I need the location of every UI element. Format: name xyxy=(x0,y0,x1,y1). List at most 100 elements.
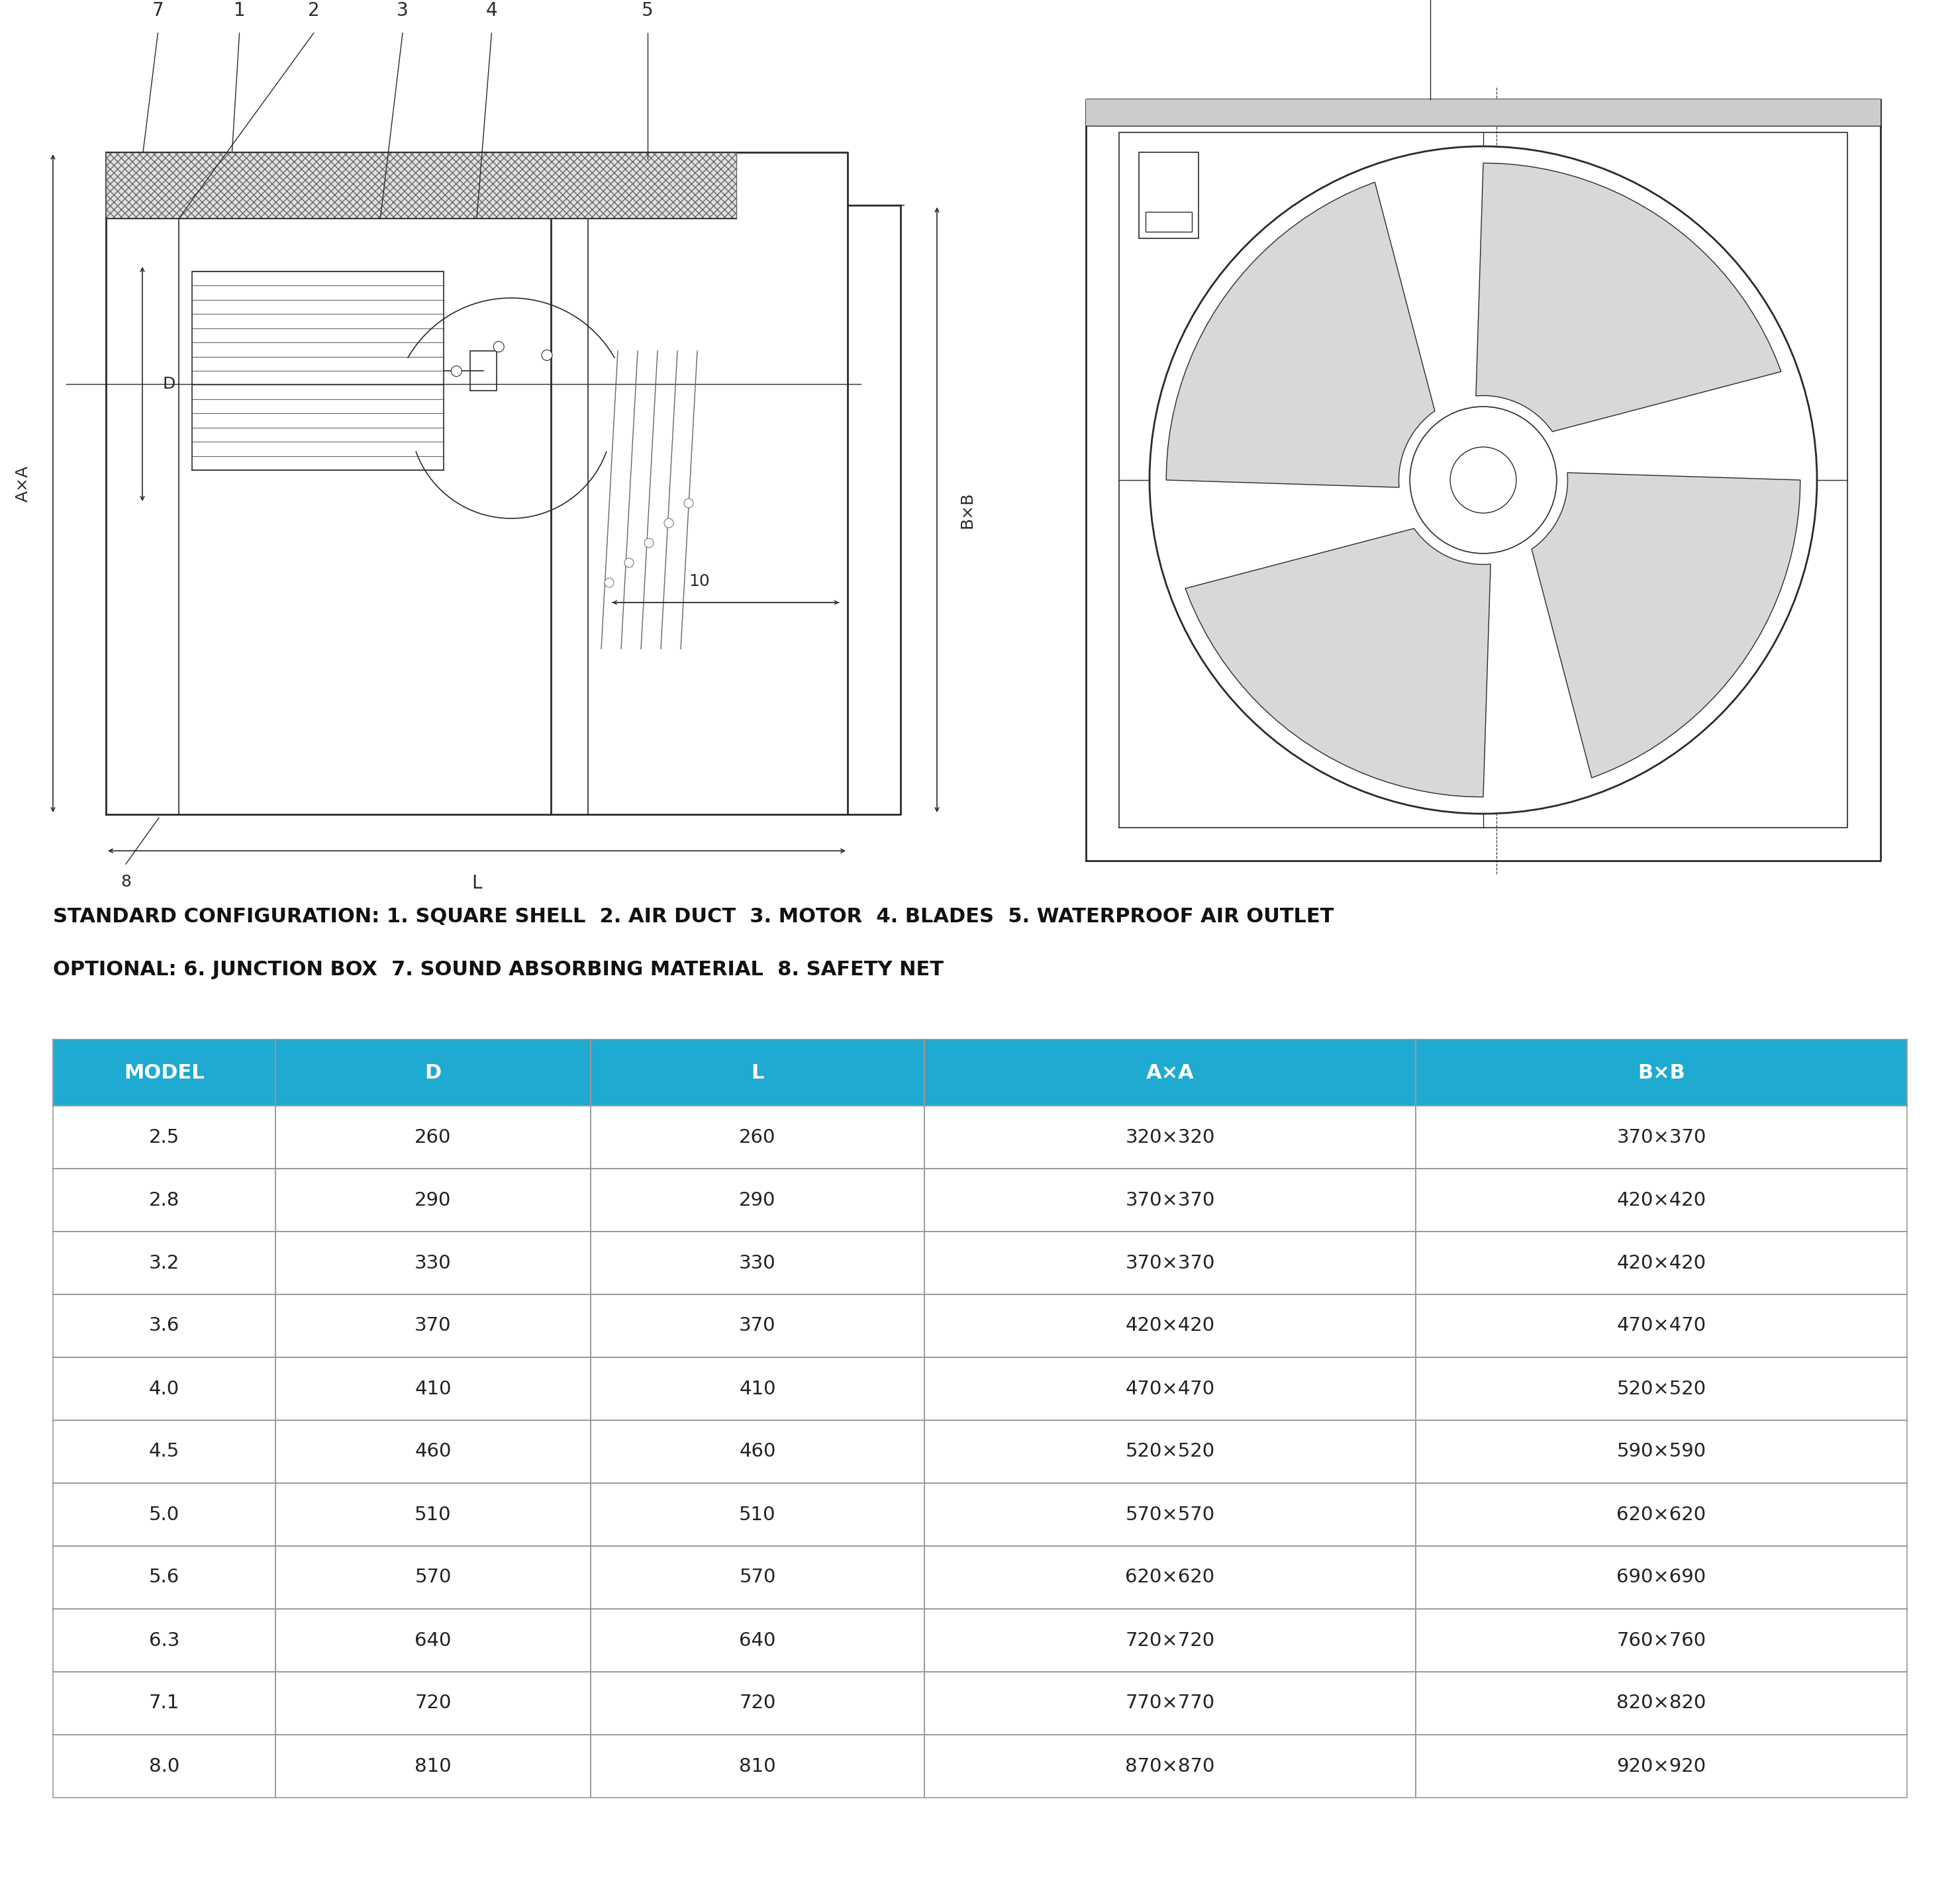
Text: 10: 10 xyxy=(688,574,710,589)
Bar xyxy=(276,1294,590,1357)
Bar xyxy=(53,1483,276,1545)
Bar xyxy=(276,1232,590,1294)
Polygon shape xyxy=(1476,162,1782,432)
Bar xyxy=(276,1610,590,1672)
Bar xyxy=(276,1421,590,1483)
Text: 720: 720 xyxy=(416,1695,451,1713)
Text: 760×760: 760×760 xyxy=(1617,1630,1705,1649)
Text: 590×590: 590×590 xyxy=(1617,1442,1705,1461)
Bar xyxy=(53,1106,276,1168)
Bar xyxy=(1415,1610,1907,1672)
Circle shape xyxy=(541,349,553,360)
Bar xyxy=(925,1294,1415,1357)
Text: L: L xyxy=(751,1062,764,1083)
Bar xyxy=(1415,1357,1907,1421)
Text: 370: 370 xyxy=(739,1317,776,1336)
Bar xyxy=(925,1106,1415,1168)
Bar xyxy=(276,1168,590,1232)
Bar xyxy=(590,1421,925,1483)
Text: 5.6: 5.6 xyxy=(149,1568,180,1587)
Text: 420×420: 420×420 xyxy=(1617,1191,1705,1210)
Text: 260: 260 xyxy=(739,1128,776,1147)
Text: 520×520: 520×520 xyxy=(1125,1442,1215,1461)
Circle shape xyxy=(1450,447,1517,513)
Text: 420×420: 420×420 xyxy=(1125,1317,1215,1336)
Text: D: D xyxy=(425,1062,441,1083)
Text: 5: 5 xyxy=(641,2,653,21)
Text: 370×370: 370×370 xyxy=(1125,1253,1215,1272)
Polygon shape xyxy=(1531,472,1801,777)
Bar xyxy=(925,1357,1415,1421)
Circle shape xyxy=(1149,147,1817,813)
Bar xyxy=(925,1168,1415,1232)
Bar xyxy=(1415,1545,1907,1610)
Text: 640: 640 xyxy=(739,1630,776,1649)
Bar xyxy=(1415,1672,1907,1734)
Text: 570×570: 570×570 xyxy=(1125,1506,1215,1525)
Bar xyxy=(1415,1610,1907,1672)
Text: 370×370: 370×370 xyxy=(1125,1191,1215,1210)
Bar xyxy=(276,1483,590,1545)
Bar xyxy=(276,1672,590,1734)
Text: 620×620: 620×620 xyxy=(1617,1506,1705,1525)
Text: A×A: A×A xyxy=(1147,1062,1194,1083)
Bar xyxy=(925,1040,1415,1106)
Bar xyxy=(53,1610,276,1672)
Bar xyxy=(276,1357,590,1421)
Bar xyxy=(53,1106,276,1168)
Text: 370: 370 xyxy=(416,1317,451,1336)
Bar xyxy=(1415,1421,1907,1483)
Bar xyxy=(590,1483,925,1545)
Bar xyxy=(53,1734,276,1798)
Text: 4.5: 4.5 xyxy=(149,1442,180,1461)
Bar xyxy=(276,1168,590,1232)
Bar xyxy=(590,1610,925,1672)
Text: 570: 570 xyxy=(739,1568,776,1587)
Bar xyxy=(53,1610,276,1672)
Circle shape xyxy=(604,577,613,587)
Bar xyxy=(276,1545,590,1610)
Bar xyxy=(590,1040,925,1106)
Text: MODEL: MODEL xyxy=(123,1062,204,1083)
Bar xyxy=(925,1672,1415,1734)
Bar xyxy=(925,1232,1415,1294)
Bar xyxy=(53,1672,276,1734)
Bar xyxy=(590,1545,925,1610)
Text: 7.1: 7.1 xyxy=(149,1695,180,1713)
Bar xyxy=(925,1421,1415,1483)
Bar xyxy=(1415,1040,1907,1106)
Bar xyxy=(1415,1168,1907,1232)
Bar xyxy=(53,1357,276,1421)
Bar xyxy=(590,1106,925,1168)
Bar xyxy=(1415,1734,1907,1798)
Text: 370×370: 370×370 xyxy=(1617,1128,1707,1147)
Circle shape xyxy=(451,366,463,377)
Bar xyxy=(276,1106,590,1168)
Bar xyxy=(1415,1106,1907,1168)
Bar xyxy=(276,1232,590,1294)
Bar xyxy=(53,1421,276,1483)
Text: 460: 460 xyxy=(416,1442,451,1461)
Bar xyxy=(1415,1483,1907,1545)
Bar xyxy=(53,1357,276,1421)
Bar xyxy=(1415,1734,1907,1798)
Text: 3: 3 xyxy=(396,2,408,21)
Bar xyxy=(1415,1357,1907,1421)
Polygon shape xyxy=(1186,528,1492,796)
Bar xyxy=(590,1672,925,1734)
Text: 6.3: 6.3 xyxy=(149,1630,180,1649)
Bar xyxy=(1415,1294,1907,1357)
Bar xyxy=(1415,1168,1907,1232)
Bar xyxy=(925,1294,1415,1357)
Bar xyxy=(925,1610,1415,1672)
Bar xyxy=(925,1545,1415,1610)
Text: 410: 410 xyxy=(416,1379,451,1398)
Circle shape xyxy=(684,498,694,508)
Text: D: D xyxy=(163,376,174,392)
Text: 720×720: 720×720 xyxy=(1125,1630,1215,1649)
Bar xyxy=(925,1483,1415,1545)
Text: 510: 510 xyxy=(416,1506,451,1525)
Bar xyxy=(1415,1040,1907,1106)
Bar xyxy=(590,1040,925,1106)
Bar xyxy=(1145,211,1192,232)
